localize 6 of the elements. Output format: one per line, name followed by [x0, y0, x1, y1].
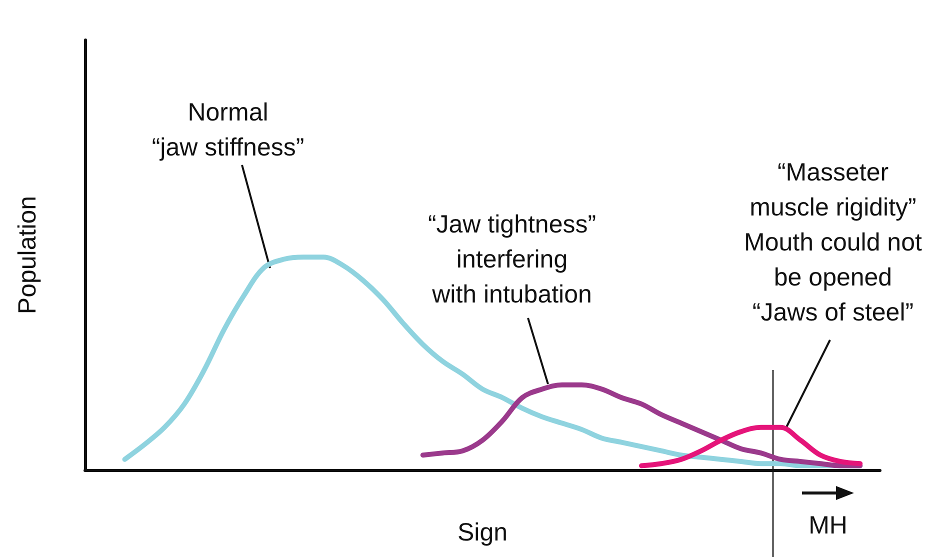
annotation: “Masseter muscle rigidity” Mouth could not be opened “Jaws of steel” — [744, 158, 922, 326]
x-axis-title: Sign — [457, 518, 508, 546]
text: Normal “jaw stiffness” — [152, 98, 304, 162]
y-axis-title: Population — [14, 196, 42, 314]
text: MH — [808, 512, 848, 540]
annotation: “Jaw tightness” interfering with intubation — [428, 210, 596, 308]
